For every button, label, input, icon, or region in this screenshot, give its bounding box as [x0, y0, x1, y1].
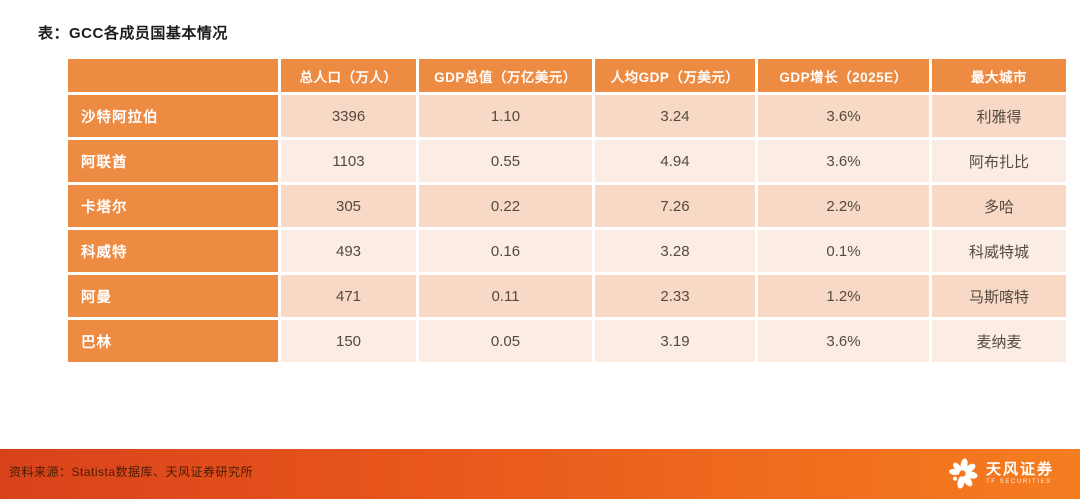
- gdp-total-cell: 0.11: [419, 275, 592, 317]
- population-cell: 493: [281, 230, 416, 272]
- population-cell: 305: [281, 185, 416, 227]
- gdp-growth-cell: 3.6%: [758, 140, 929, 182]
- table-row: 卡塔尔 305 0.22 7.26 2.2% 多哈: [68, 185, 1066, 227]
- table-row: 巴林 150 0.05 3.19 3.6% 麦纳麦: [68, 320, 1066, 362]
- table-row: 沙特阿拉伯 3396 1.10 3.24 3.6% 利雅得: [68, 95, 1066, 137]
- country-cell: 阿曼: [68, 275, 278, 317]
- table-row: 阿联酋 1103 0.55 4.94 3.6% 阿布扎比: [68, 140, 1066, 182]
- gcc-members-table: 总人口（万人） GDP总值（万亿美元） 人均GDP（万美元） GDP增长（202…: [65, 56, 1069, 365]
- brand-subtitle: TF SECURITIES: [985, 479, 1052, 486]
- largest-city-cell: 马斯喀特: [932, 275, 1066, 317]
- brand-logo: 天风证券 TF SECURITIES: [946, 457, 1054, 490]
- header-gdp-total: GDP总值（万亿美元）: [419, 59, 592, 92]
- gdp-growth-cell: 1.2%: [758, 275, 929, 317]
- gdp-per-capita-cell: 3.28: [595, 230, 755, 272]
- gdp-growth-cell: 0.1%: [758, 230, 929, 272]
- largest-city-cell: 利雅得: [932, 95, 1066, 137]
- header-largest-city: 最大城市: [932, 59, 1066, 92]
- brand-name: 天风证券: [985, 460, 1054, 478]
- header-gdp-per-capita: 人均GDP（万美元）: [595, 59, 755, 92]
- gdp-total-cell: 0.22: [419, 185, 592, 227]
- population-cell: 150: [281, 320, 416, 362]
- country-cell: 阿联酋: [68, 140, 278, 182]
- table-row: 阿曼 471 0.11 2.33 1.2% 马斯喀特: [68, 275, 1066, 317]
- population-cell: 1103: [281, 140, 416, 182]
- header-population: 总人口（万人）: [281, 59, 416, 92]
- largest-city-cell: 多哈: [932, 185, 1066, 227]
- population-cell: 471: [281, 275, 416, 317]
- brand-text: 天风证券 TF SECURITIES: [985, 460, 1054, 486]
- page-title: 表：GCC各成员国基本情况: [38, 25, 228, 42]
- table-body: 沙特阿拉伯 3396 1.10 3.24 3.6% 利雅得 阿联酋 1103 0.55 4.94 3…: [68, 95, 1066, 362]
- table-row: 科威特 493 0.16 3.28 0.1% 科威特城: [68, 230, 1066, 272]
- gdp-per-capita-cell: 4.94: [595, 140, 755, 182]
- largest-city-cell: 麦纳麦: [932, 320, 1066, 362]
- source-note: 资料来源：Statista数据库、天风证券研究所: [9, 465, 254, 479]
- footer-band: 资料来源：Statista数据库、天风证券研究所 天风证券 TF SECURIT…: [0, 449, 1080, 499]
- table-header: 总人口（万人） GDP总值（万亿美元） 人均GDP（万美元） GDP增长（202…: [68, 59, 1066, 92]
- gdp-per-capita-cell: 2.33: [595, 275, 755, 317]
- flower-icon: [949, 458, 978, 489]
- gdp-growth-cell: 3.6%: [758, 95, 929, 137]
- largest-city-cell: 阿布扎比: [932, 140, 1066, 182]
- gdp-total-cell: 1.10: [419, 95, 592, 137]
- gdp-per-capita-cell: 3.19: [595, 320, 755, 362]
- header-country: [68, 59, 278, 92]
- largest-city-cell: 科威特城: [932, 230, 1066, 272]
- gdp-growth-cell: 3.6%: [758, 320, 929, 362]
- country-cell: 科威特: [68, 230, 278, 272]
- gdp-total-cell: 0.05: [419, 320, 592, 362]
- gdp-growth-cell: 2.2%: [758, 185, 929, 227]
- header-gdp-growth: GDP增长（2025E）: [758, 59, 929, 92]
- country-cell: 卡塔尔: [68, 185, 278, 227]
- header-row: 总人口（万人） GDP总值（万亿美元） 人均GDP（万美元） GDP增长（202…: [68, 59, 1066, 92]
- country-cell: 巴林: [68, 320, 278, 362]
- gdp-total-cell: 0.55: [419, 140, 592, 182]
- gdp-total-cell: 0.16: [419, 230, 592, 272]
- population-cell: 3396: [281, 95, 416, 137]
- gdp-per-capita-cell: 7.26: [595, 185, 755, 227]
- gdp-per-capita-cell: 3.24: [595, 95, 755, 137]
- country-cell: 沙特阿拉伯: [68, 95, 278, 137]
